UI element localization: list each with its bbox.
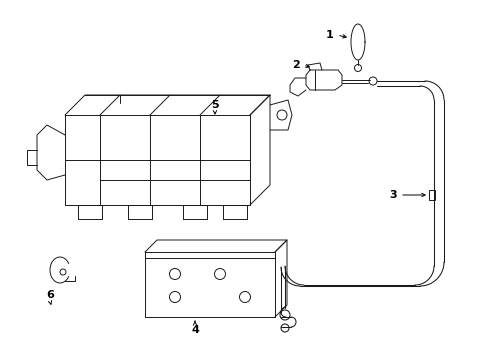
Bar — [428, 190, 434, 200]
Text: 4: 4 — [191, 325, 199, 335]
Text: 5: 5 — [211, 100, 218, 110]
Text: 3: 3 — [388, 190, 396, 200]
Text: 2: 2 — [291, 60, 299, 70]
Text: 1: 1 — [325, 30, 333, 40]
Text: 6: 6 — [46, 290, 54, 300]
